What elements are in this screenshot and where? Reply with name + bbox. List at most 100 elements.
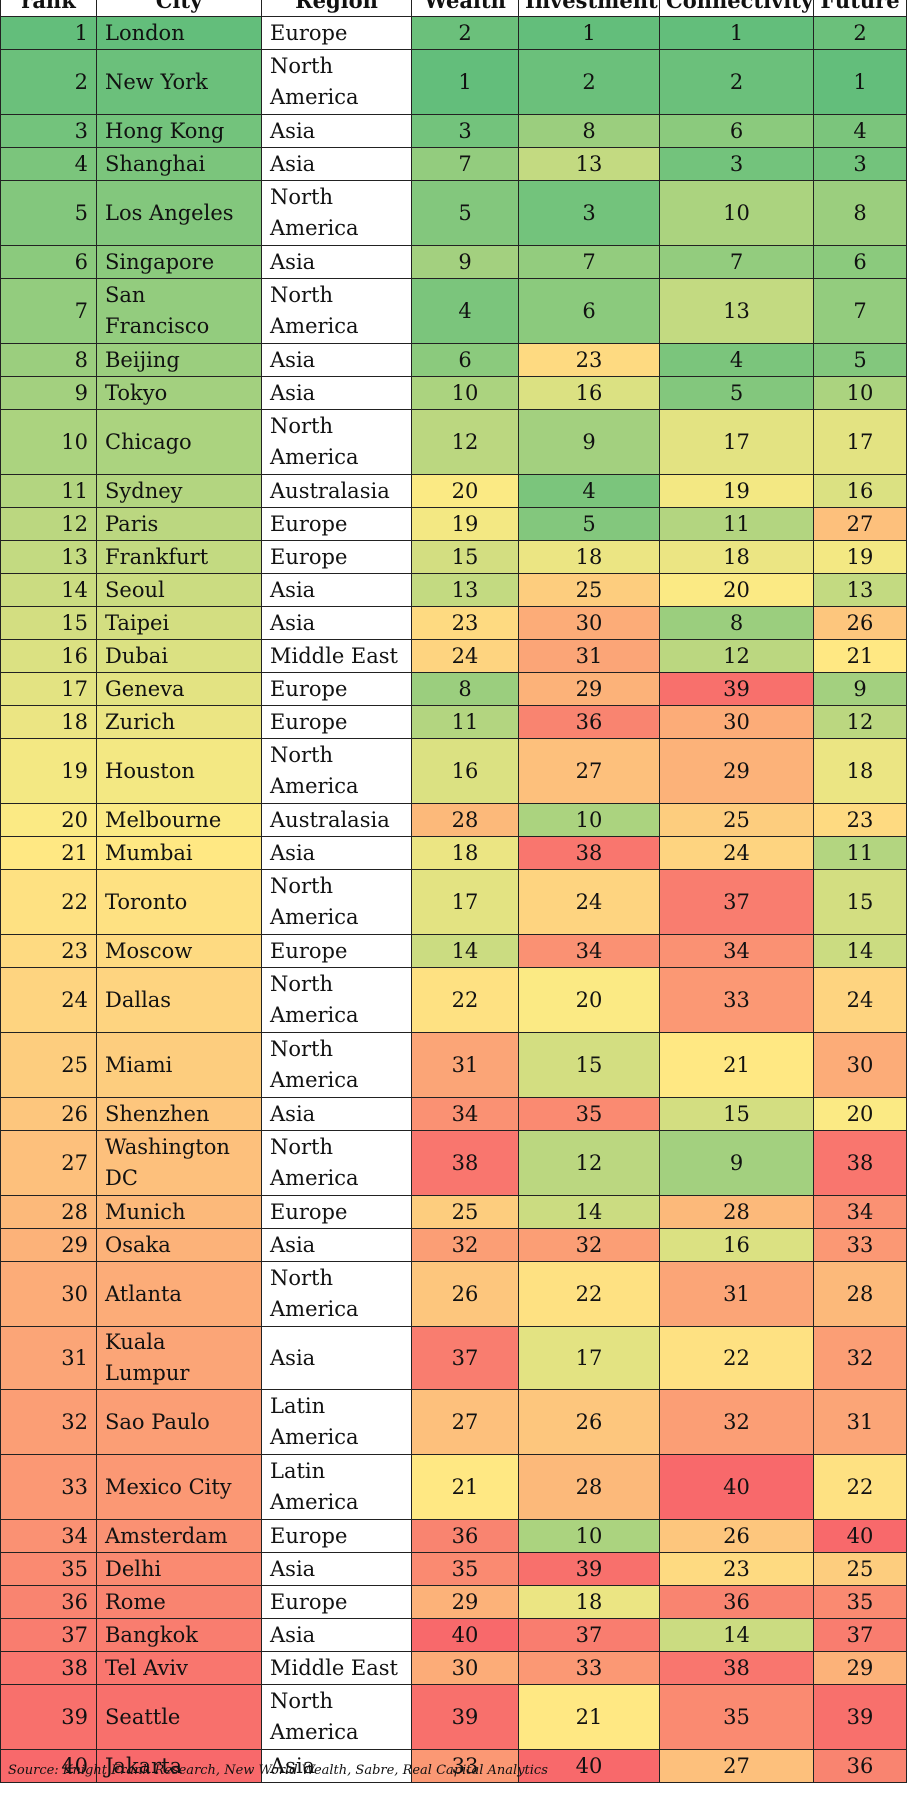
connectivity-cell: 30: [659, 705, 814, 739]
region-cell: Asia: [261, 1097, 412, 1131]
future-cell: 38: [813, 1130, 907, 1196]
city-cell: Paris: [96, 507, 262, 541]
rank-cell: 15: [0, 606, 97, 640]
investment-cell: 25: [518, 573, 660, 607]
future-cell: 5: [813, 343, 907, 377]
investment-cell: 4: [518, 474, 660, 508]
table-row: 20 Melbourne Australasia 28 10 25 23: [0, 803, 907, 837]
future-cell: 6: [813, 245, 907, 279]
future-cell: 40: [813, 1519, 907, 1553]
wealth-cell: 1: [411, 49, 519, 115]
city-cell: Kuala Lumpur: [96, 1326, 262, 1390]
region-cell: Asia: [261, 376, 412, 410]
rank-cell: 23: [0, 934, 97, 968]
wealth-cell: 38: [411, 1130, 519, 1196]
investment-cell: 7: [518, 245, 660, 279]
city-cell: Tel Aviv: [96, 1651, 262, 1685]
city-cell: Moscow: [96, 934, 262, 968]
table-row: 10 Chicago North America 12 9 17 17: [0, 409, 907, 475]
city-cell: Frankfurt: [96, 540, 262, 574]
future-cell: 22: [813, 1454, 907, 1520]
city-cell: Bangkok: [96, 1618, 262, 1652]
connectivity-cell: 15: [659, 1097, 814, 1131]
future-cell: 33: [813, 1228, 907, 1262]
rank-cell: 19: [0, 738, 97, 804]
rank-cell: 30: [0, 1261, 97, 1327]
wealth-cell: 27: [411, 1389, 519, 1455]
wealth-cell: 4: [411, 278, 519, 344]
city-cell: Rome: [96, 1585, 262, 1619]
region-cell: Asia: [261, 147, 412, 181]
region-cell: North America: [261, 409, 412, 475]
future-cell: 8: [813, 180, 907, 246]
rank-cell: 8: [0, 343, 97, 377]
city-cell: Atlanta: [96, 1261, 262, 1327]
table-row: 25 Miami North America 31 15 21 30: [0, 1032, 907, 1098]
region-cell: North America: [261, 869, 412, 935]
city-cell: Zurich: [96, 705, 262, 739]
wealth-cell: 5: [411, 180, 519, 246]
connectivity-cell: 33: [659, 967, 814, 1033]
region-cell: North America: [261, 278, 412, 344]
region-cell: North America: [261, 180, 412, 246]
investment-cell: 22: [518, 1261, 660, 1327]
table-row: 35 Delhi Asia 35 39 23 25: [0, 1552, 907, 1586]
header-future: Future: [813, 0, 907, 17]
connectivity-cell: 2: [659, 49, 814, 115]
wealth-cell: 18: [411, 836, 519, 870]
investment-cell: 27: [518, 738, 660, 804]
rank-cell: 22: [0, 869, 97, 935]
table-row: 13 Frankfurt Europe 15 18 18 19: [0, 540, 907, 574]
wealth-cell: 31: [411, 1032, 519, 1098]
connectivity-cell: 14: [659, 1618, 814, 1652]
region-cell: Europe: [261, 705, 412, 739]
table-row: 1 London Europe 2 1 1 2: [0, 16, 907, 50]
investment-cell: 26: [518, 1389, 660, 1455]
region-cell: Asia: [261, 245, 412, 279]
future-cell: 4: [813, 114, 907, 148]
wealth-cell: 37: [411, 1326, 519, 1390]
rank-cell: 39: [0, 1684, 97, 1750]
table-row: 8 Beijing Asia 6 23 4 5: [0, 343, 907, 377]
investment-cell: 20: [518, 967, 660, 1033]
table-row: 31 Kuala Lumpur Asia 37 17 22 32: [0, 1326, 907, 1390]
future-cell: 14: [813, 934, 907, 968]
wealth-cell: 17: [411, 869, 519, 935]
investment-cell: 1: [518, 16, 660, 50]
region-cell: Europe: [261, 672, 412, 706]
future-cell: 10: [813, 376, 907, 410]
table-row: 4 Shanghai Asia 7 13 3 3: [0, 147, 907, 181]
future-cell: 16: [813, 474, 907, 508]
connectivity-cell: 9: [659, 1130, 814, 1196]
connectivity-cell: 28: [659, 1195, 814, 1229]
connectivity-cell: 39: [659, 672, 814, 706]
header-city: City: [96, 0, 262, 17]
investment-cell: 24: [518, 869, 660, 935]
future-cell: 11: [813, 836, 907, 870]
table-body: 1 London Europe 2 1 1 2 2 New York North America 1…: [0, 16, 907, 1783]
rank-cell: 36: [0, 1585, 97, 1619]
table-row: 26 Shenzhen Asia 34 35 15 20: [0, 1097, 907, 1131]
investment-cell: 32: [518, 1228, 660, 1262]
region-cell: Asia: [261, 1326, 412, 1390]
table-row: 23 Moscow Europe 14 34 34 14: [0, 934, 907, 968]
table-row: 29 Osaka Asia 32 32 16 33: [0, 1228, 907, 1262]
region-cell: Asia: [261, 1552, 412, 1586]
table-row: 28 Munich Europe 25 14 28 34: [0, 1195, 907, 1229]
rank-cell: 35: [0, 1552, 97, 1586]
connectivity-cell: 7: [659, 245, 814, 279]
table-row: 40 Jakarta Asia 33 40 27 36: [0, 1749, 907, 1783]
connectivity-cell: 12: [659, 639, 814, 673]
table-row: 30 Atlanta North America 26 22 31 28: [0, 1261, 907, 1327]
wealth-cell: 22: [411, 967, 519, 1033]
rank-cell: 3: [0, 114, 97, 148]
wealth-cell: 10: [411, 376, 519, 410]
table-row: 34 Amsterdam Europe 36 10 26 40: [0, 1519, 907, 1553]
table-row: 6 Singapore Asia 9 7 7 6: [0, 245, 907, 279]
connectivity-cell: 22: [659, 1326, 814, 1390]
investment-cell: 23: [518, 343, 660, 377]
table-row: 21 Mumbai Asia 18 38 24 11: [0, 836, 907, 870]
future-cell: 37: [813, 1618, 907, 1652]
future-cell: 24: [813, 967, 907, 1033]
